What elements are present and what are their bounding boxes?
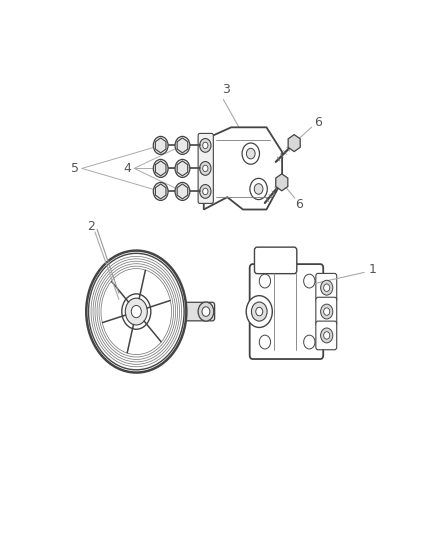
- Circle shape: [251, 302, 267, 321]
- Circle shape: [179, 141, 186, 150]
- Text: 6: 6: [295, 198, 303, 211]
- Circle shape: [321, 304, 333, 319]
- Circle shape: [246, 296, 272, 327]
- Polygon shape: [177, 161, 188, 176]
- Circle shape: [200, 139, 211, 152]
- FancyBboxPatch shape: [254, 247, 297, 273]
- Polygon shape: [177, 138, 188, 153]
- Circle shape: [200, 161, 211, 175]
- Circle shape: [203, 165, 208, 172]
- Circle shape: [203, 188, 208, 195]
- Polygon shape: [204, 127, 282, 209]
- Circle shape: [203, 142, 208, 149]
- Circle shape: [153, 136, 168, 155]
- Circle shape: [324, 332, 330, 339]
- Polygon shape: [155, 138, 166, 153]
- Polygon shape: [155, 184, 166, 199]
- Circle shape: [153, 182, 168, 200]
- Circle shape: [324, 308, 330, 316]
- Polygon shape: [155, 161, 166, 176]
- Circle shape: [122, 294, 151, 329]
- Text: 1: 1: [369, 263, 377, 276]
- Circle shape: [247, 148, 255, 159]
- Circle shape: [86, 251, 186, 373]
- FancyBboxPatch shape: [316, 273, 337, 302]
- Text: 2: 2: [87, 220, 95, 233]
- Circle shape: [175, 159, 190, 177]
- Circle shape: [304, 274, 315, 288]
- Circle shape: [242, 143, 259, 164]
- Circle shape: [324, 284, 330, 292]
- Circle shape: [175, 136, 190, 155]
- Circle shape: [304, 335, 315, 349]
- Circle shape: [157, 164, 164, 173]
- FancyBboxPatch shape: [316, 297, 337, 326]
- Circle shape: [256, 308, 263, 316]
- Circle shape: [259, 335, 271, 349]
- Circle shape: [157, 141, 164, 150]
- Circle shape: [202, 307, 210, 317]
- Circle shape: [88, 253, 184, 370]
- Polygon shape: [288, 135, 300, 151]
- Circle shape: [321, 280, 333, 295]
- Circle shape: [125, 298, 147, 325]
- FancyBboxPatch shape: [198, 133, 213, 204]
- Text: 3: 3: [222, 83, 230, 96]
- Circle shape: [179, 164, 186, 173]
- Text: 5: 5: [71, 162, 79, 175]
- FancyBboxPatch shape: [182, 302, 215, 321]
- Circle shape: [250, 179, 267, 199]
- Circle shape: [321, 328, 333, 343]
- Circle shape: [179, 187, 186, 196]
- Polygon shape: [276, 174, 288, 191]
- Circle shape: [157, 187, 164, 196]
- Text: 4: 4: [124, 162, 131, 175]
- Circle shape: [175, 182, 190, 200]
- Circle shape: [254, 184, 263, 194]
- Circle shape: [200, 184, 211, 198]
- Circle shape: [153, 159, 168, 177]
- Circle shape: [198, 302, 214, 321]
- Text: 6: 6: [314, 116, 322, 130]
- FancyBboxPatch shape: [250, 264, 323, 359]
- FancyBboxPatch shape: [316, 321, 337, 350]
- Circle shape: [259, 274, 271, 288]
- Circle shape: [131, 305, 141, 318]
- Polygon shape: [177, 184, 188, 199]
